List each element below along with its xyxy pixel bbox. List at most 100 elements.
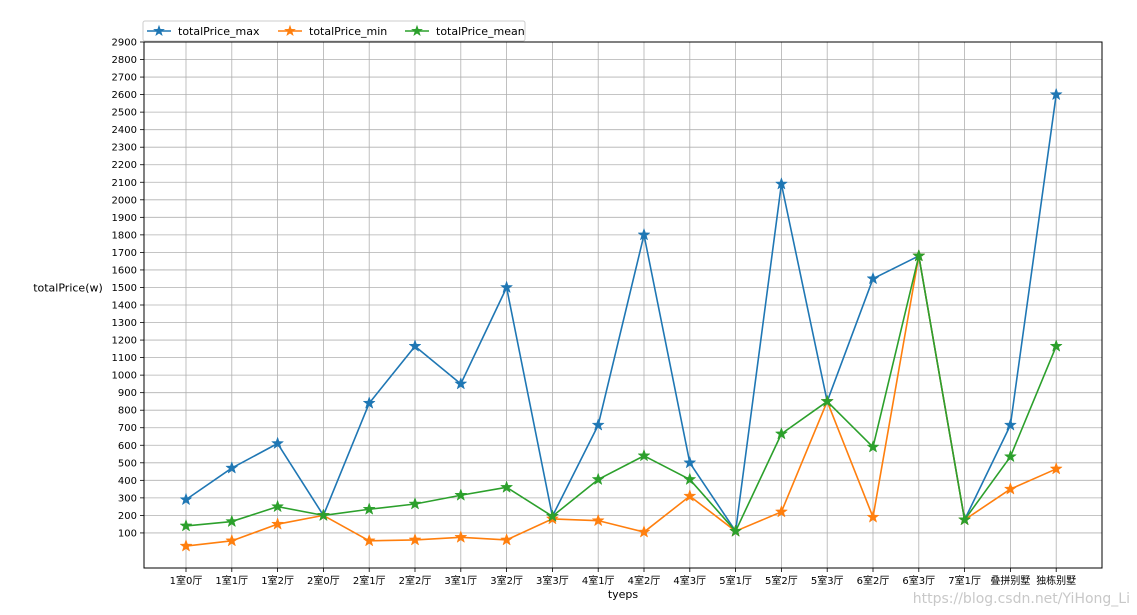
- data-point: [499, 532, 514, 546]
- data-point: [591, 418, 605, 431]
- x-tick-label: 4室1厅: [582, 574, 615, 587]
- data-point: [1049, 87, 1063, 101]
- y-tick-label: 2900: [112, 38, 137, 49]
- y-tick-label: 500: [118, 458, 137, 469]
- data-point: [408, 339, 422, 352]
- data-point: [774, 177, 789, 190]
- data-point: [454, 530, 468, 543]
- data-point: [225, 514, 239, 528]
- data-point: [179, 518, 193, 532]
- x-tick-label: 叠拼别墅: [990, 574, 1030, 587]
- legend-label: totalPrice_min: [309, 25, 387, 38]
- y-tick-label: 2100: [112, 178, 137, 189]
- data-point: [637, 525, 651, 538]
- y-tick-label: 2500: [112, 108, 137, 119]
- data-point: [866, 271, 880, 285]
- series-totalPrice_max: [179, 87, 1063, 537]
- legend-label: totalPrice_max: [178, 25, 260, 38]
- x-tick-label: 4室3厅: [673, 574, 706, 587]
- x-tick-label: 7室1厅: [948, 574, 981, 587]
- y-tick-label: 2200: [112, 160, 137, 171]
- legend-label: totalPrice_mean: [436, 25, 525, 38]
- y-tick-label: 600: [118, 441, 137, 452]
- data-point: [316, 508, 331, 522]
- data-point: [454, 376, 468, 390]
- x-tick-label: 独栋别墅: [1036, 574, 1076, 587]
- data-point: [957, 512, 972, 526]
- y-tick-label: 1400: [112, 301, 137, 312]
- data-point: [637, 448, 651, 462]
- data-point: [866, 510, 880, 523]
- x-tick-label: 1室1厅: [215, 574, 248, 587]
- x-tick-label: 2室2厅: [399, 574, 432, 587]
- x-tick-label: 6室2厅: [857, 574, 890, 587]
- watermark: https://blog.csdn.net/YiHong_Li: [913, 591, 1130, 607]
- y-tick-label: 1600: [112, 265, 137, 276]
- legend-marker: [284, 24, 296, 37]
- data-point: [912, 248, 926, 262]
- data-point: [225, 461, 239, 474]
- series-line: [185, 255, 1057, 547]
- data-point: [866, 440, 880, 453]
- data-point: [820, 394, 834, 408]
- y-axis-ticks: 100 200 300 400 500 600 700 800 900 1000 1100 1200 1…: [112, 38, 144, 539]
- y-tick-label: 2400: [112, 125, 137, 136]
- data-point: [362, 396, 376, 409]
- legend-marker: [153, 24, 165, 37]
- x-tick-label: 2室0厅: [307, 574, 340, 587]
- x-tick-label: 5室2厅: [765, 574, 798, 587]
- x-tick-label: 6室3厅: [902, 574, 935, 587]
- x-tick-label: 2室1厅: [353, 574, 386, 587]
- y-tick-label: 2300: [112, 143, 137, 154]
- data-point: [1003, 482, 1018, 495]
- x-tick-label: 5室3厅: [811, 574, 844, 587]
- x-tick-label: 5室1厅: [719, 574, 752, 587]
- series-totalPrice_mean: [179, 248, 1063, 537]
- x-tick-label: 1室0厅: [170, 574, 203, 587]
- x-tick-label: 3室1厅: [444, 574, 477, 587]
- data-point: [270, 499, 285, 513]
- data-point: [454, 488, 468, 501]
- data-point: [179, 539, 193, 552]
- data-point: [499, 280, 514, 294]
- data-point: [270, 436, 285, 450]
- series-line: [185, 94, 1057, 532]
- data-point: [362, 502, 376, 515]
- x-tick-label: 4室2厅: [628, 574, 661, 587]
- y-tick-label: 1200: [112, 336, 137, 347]
- x-tick-label: 3室3厅: [536, 574, 569, 587]
- data-point: [499, 480, 514, 493]
- y-tick-label: 2600: [112, 90, 137, 101]
- data-point: [774, 504, 789, 518]
- x-axis-label: tyeps: [608, 588, 639, 601]
- data-point: [1049, 461, 1063, 475]
- legend-item: totalPrice_mean: [405, 24, 525, 38]
- series-totalPrice_min: [179, 248, 1063, 552]
- y-tick-label: 100: [118, 528, 137, 539]
- data-point: [225, 533, 239, 547]
- y-tick-label: 400: [118, 476, 137, 487]
- legend-item: totalPrice_max: [147, 24, 260, 38]
- data-point: [408, 497, 422, 510]
- y-tick-label: 300: [118, 493, 137, 504]
- y-tick-label: 2000: [112, 195, 137, 206]
- legend-marker: [411, 24, 423, 37]
- legend-box: [142, 20, 526, 42]
- data-point: [1003, 418, 1018, 431]
- data-point: [1003, 449, 1018, 463]
- y-tick-label: 1900: [112, 213, 137, 224]
- y-tick-label: 1800: [112, 230, 137, 241]
- data-point: [774, 426, 789, 440]
- data-point: [728, 524, 743, 537]
- data-point: [362, 533, 376, 547]
- y-tick-label: 1500: [112, 283, 137, 294]
- legend-item: totalPrice_min: [278, 24, 387, 38]
- y-tick-label: 1100: [112, 353, 137, 364]
- data-point: [1049, 339, 1063, 352]
- data-point: [683, 472, 697, 486]
- y-axis-label: totalPrice(w): [33, 281, 103, 294]
- x-axis-ticks: 1室0厅 1室1厅 1室2厅 2室0厅 2室1厅 2室2厅 3室1厅 3室2厅 3室3厅 4室1厅…: [170, 568, 1076, 587]
- data-point: [270, 517, 285, 530]
- y-tick-label: 900: [118, 388, 137, 399]
- series-line: [185, 255, 1057, 532]
